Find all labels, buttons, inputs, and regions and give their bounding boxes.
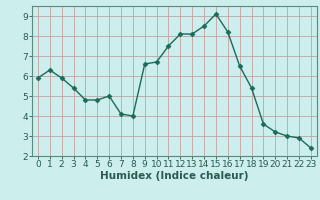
X-axis label: Humidex (Indice chaleur): Humidex (Indice chaleur) — [100, 171, 249, 181]
